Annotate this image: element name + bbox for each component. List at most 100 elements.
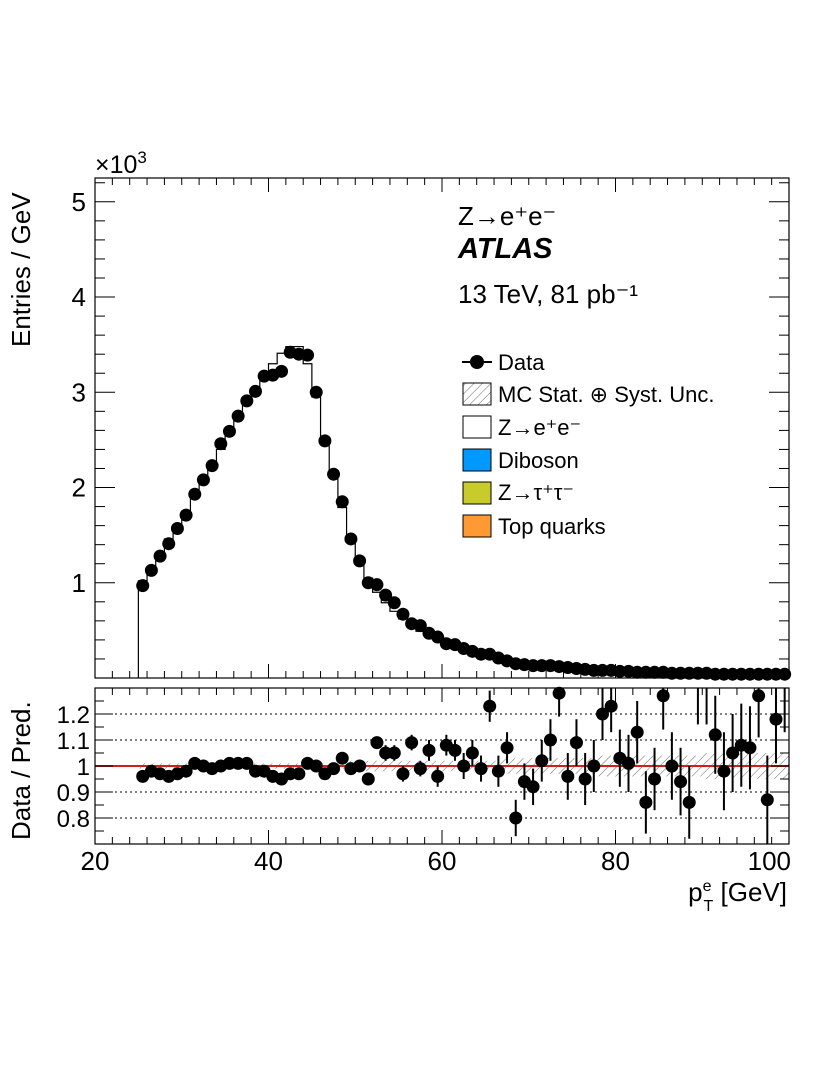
data-point	[222, 424, 236, 438]
ratio-point	[509, 811, 523, 825]
data-point	[301, 348, 315, 362]
ratio-point	[665, 759, 679, 773]
ratio-point	[717, 764, 731, 778]
ratio-point	[413, 762, 427, 776]
ratio-point	[500, 741, 514, 755]
ratio-point	[543, 733, 557, 747]
main-y-axis-title: Entries / GeV	[6, 192, 36, 347]
ratio-y-tick-label: 1.1	[57, 728, 90, 755]
main-y-tick-label: 3	[72, 377, 86, 407]
x-tick-label: 40	[254, 846, 283, 876]
ratio-point	[448, 743, 462, 757]
ratio-point	[405, 736, 419, 750]
legend-top-swatch	[462, 514, 492, 538]
legend-ztautau: Z→τ⁺τ⁻	[462, 480, 574, 505]
ratio-y-tick-label: 0.8	[57, 806, 90, 833]
data-point	[144, 563, 158, 577]
ratio-point	[309, 759, 323, 773]
x-tick-label: 80	[601, 846, 630, 876]
x-tick-label: 60	[428, 846, 457, 876]
x-tick-labels: 20 40 60 80 100	[81, 846, 791, 876]
ratio-point	[292, 767, 306, 781]
data-point	[353, 554, 367, 568]
ratio-point	[648, 772, 662, 786]
legend-unc-label: MC Stat. ⊕ Syst. Unc.	[498, 382, 714, 407]
legend-ztautau-label: Z→τ⁺τ⁻	[498, 480, 574, 505]
data-point	[240, 394, 254, 408]
data-point	[413, 619, 427, 633]
ratio-point	[622, 756, 636, 770]
data-point	[275, 364, 289, 378]
ratio-point	[465, 746, 479, 760]
ratio-point	[604, 699, 618, 713]
data-point	[153, 549, 167, 563]
legend-top-label: Top quarks	[498, 514, 606, 539]
main-y-tick-label: 4	[72, 282, 86, 312]
ratio-y-tick-label: 0.9	[57, 780, 90, 807]
ratio-y-axis-title: Data / Pred.	[6, 701, 36, 840]
ratio-point	[535, 754, 549, 768]
y-scale-label: ×103	[95, 148, 147, 179]
ratio-point	[457, 759, 471, 773]
main-frame	[94, 177, 790, 679]
legend-zee-label: Z→e⁺e⁻	[498, 415, 581, 440]
ratio-point	[769, 712, 783, 726]
x-tick-label: 20	[81, 846, 110, 876]
ratio-point	[552, 686, 566, 700]
data-points-main	[136, 345, 792, 681]
process-label: Z→e⁺e⁻	[458, 201, 556, 231]
ratio-point	[743, 741, 757, 755]
ratio-panel: 0.80.911.11.2 20 40 60 80 100 Data / Pred. p…	[6, 686, 791, 915]
ratio-point	[726, 746, 740, 760]
data-point	[248, 384, 262, 398]
legend: Data MC Stat. ⊕ Syst. Unc. Z→e⁺e⁻ Diboso…	[462, 350, 714, 539]
ratio-point	[327, 762, 341, 776]
x-tick-label: 100	[748, 846, 791, 876]
ratio-point	[578, 772, 592, 786]
legend-zee-swatch	[462, 415, 492, 439]
data-point	[188, 487, 202, 501]
ratio-point	[431, 769, 445, 783]
ratio-point	[526, 780, 540, 794]
main-panel: 1 2 3 4 5 ×103 Entries / GeV Z→e⁺e⁻ ATLAS 13…	[6, 148, 792, 681]
ratio-point	[240, 756, 254, 770]
ratio-point	[387, 746, 401, 760]
data-point	[379, 588, 393, 602]
ratio-y-tick-label: 1	[77, 754, 90, 781]
ratio-point	[656, 689, 670, 703]
ratio-point	[361, 772, 375, 786]
ratio-point	[179, 764, 193, 778]
energy-lumi-label: 13 TeV, 81 pb⁻¹	[458, 279, 638, 309]
ratio-point	[630, 725, 644, 739]
main-y-tick-label: 1	[72, 568, 86, 598]
data-point	[231, 409, 245, 423]
data-point	[309, 385, 323, 399]
ratio-point	[396, 767, 410, 781]
ratio-point	[682, 795, 696, 809]
data-point	[344, 532, 358, 546]
data-point	[179, 508, 193, 522]
data-point	[214, 437, 228, 451]
main-y-tick-label: 2	[72, 473, 86, 503]
data-point	[136, 579, 150, 593]
legend-top: Top quarks	[462, 514, 606, 539]
ratio-y-tick-label: 1.2	[57, 702, 90, 729]
data-point	[170, 521, 184, 535]
legend-data-label: Data	[498, 350, 545, 375]
legend-zee: Z→e⁺e⁻	[462, 415, 581, 440]
ratio-point	[569, 736, 583, 750]
ratio-axis-ticks	[94, 688, 790, 844]
ratio-point	[422, 743, 436, 757]
ratio-point	[587, 759, 601, 773]
legend-diboson-swatch	[462, 448, 492, 472]
data-point	[387, 596, 401, 610]
ratio-point	[370, 736, 384, 750]
data-point	[327, 467, 341, 481]
legend-diboson: Diboson	[462, 448, 579, 473]
ratio-point	[474, 762, 488, 776]
ratio-point	[674, 775, 688, 789]
main-y-tick-label: 5	[72, 187, 86, 217]
legend-unc-swatch	[462, 382, 492, 406]
main-y-tick-labels: 1 2 3 4 5	[72, 187, 86, 598]
